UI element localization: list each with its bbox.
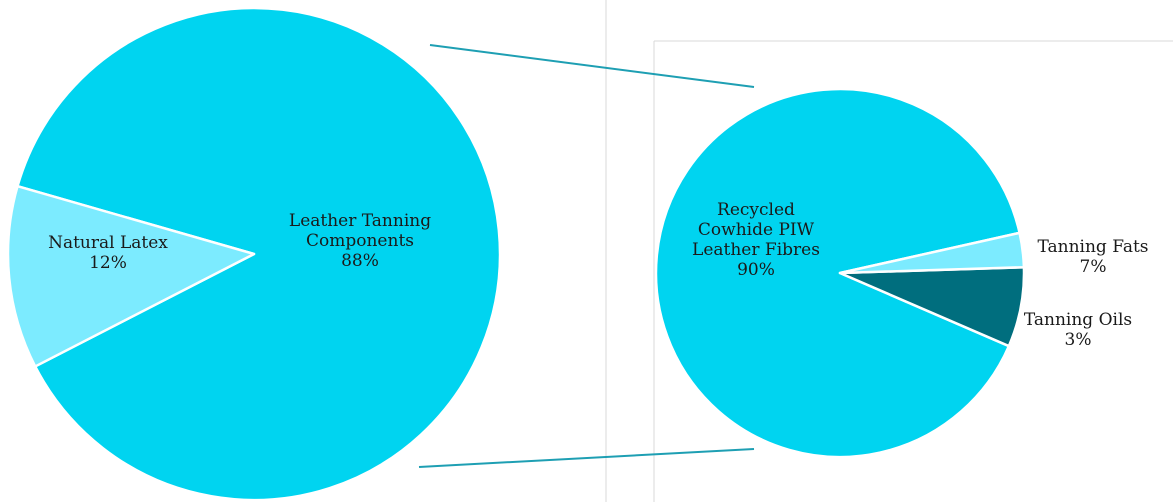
data-label-recycled-cowhide-piw-leather-fibres: Recycled Cowhide PIW Leather Fibres 90% xyxy=(692,200,820,280)
data-label-leather-tanning-components: Leather Tanning Components 88% xyxy=(289,211,431,271)
data-label-natural-latex: Natural Latex 12% xyxy=(48,233,168,273)
pie-slice-natural-latex xyxy=(6,184,256,368)
data-label-tanning-oils: Tanning Oils 3% xyxy=(1024,310,1132,350)
main-pie xyxy=(6,6,502,502)
connector-line-bottom xyxy=(418,448,755,468)
secondary-pie xyxy=(654,87,1026,459)
data-labels: Leather Tanning Components 88% Natural Late… xyxy=(48,200,1148,350)
pie-slice-recycled-cowhide-piw-leather-fibres xyxy=(654,87,1021,459)
pie-slice-leather-tanning-components xyxy=(16,6,502,502)
pie-slice-tanning-oils xyxy=(838,231,1026,275)
frame-lines xyxy=(605,0,1173,502)
connector-lines xyxy=(418,44,755,468)
data-label-tanning-fats: Tanning Fats 7% xyxy=(1037,237,1148,277)
connector-line-top xyxy=(429,44,755,88)
